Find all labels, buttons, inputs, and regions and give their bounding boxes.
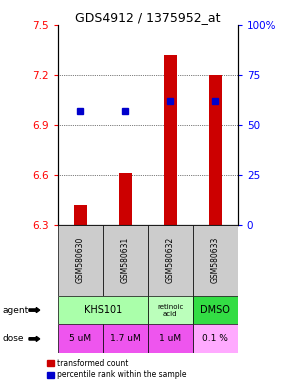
- Bar: [148, 324, 193, 353]
- Bar: [164, 55, 177, 225]
- Bar: [58, 324, 103, 353]
- Text: DMSO: DMSO: [200, 305, 230, 315]
- Bar: [58, 225, 103, 296]
- Text: GSM580632: GSM580632: [166, 237, 175, 283]
- Text: agent: agent: [3, 306, 29, 314]
- Text: 0.1 %: 0.1 %: [202, 334, 228, 343]
- Bar: [209, 75, 222, 225]
- Bar: [193, 296, 238, 324]
- Text: KHS101: KHS101: [84, 305, 122, 315]
- Bar: [58, 296, 148, 324]
- Legend: transformed count, percentile rank within the sample: transformed count, percentile rank withi…: [47, 359, 187, 379]
- Bar: [193, 225, 238, 296]
- Bar: [74, 205, 87, 225]
- Text: GSM580631: GSM580631: [121, 237, 130, 283]
- Bar: [148, 296, 193, 324]
- Bar: [103, 225, 148, 296]
- Text: dose: dose: [3, 334, 24, 343]
- Text: GSM580630: GSM580630: [76, 237, 85, 283]
- Text: 1.7 uM: 1.7 uM: [110, 334, 141, 343]
- Title: GDS4912 / 1375952_at: GDS4912 / 1375952_at: [75, 11, 221, 24]
- Bar: [103, 324, 148, 353]
- Text: 1 uM: 1 uM: [159, 334, 182, 343]
- Bar: [119, 173, 132, 225]
- Bar: [148, 225, 193, 296]
- Text: 5 uM: 5 uM: [69, 334, 92, 343]
- Text: GSM580633: GSM580633: [211, 237, 220, 283]
- Bar: [193, 324, 238, 353]
- Text: retinoic
acid: retinoic acid: [157, 304, 184, 316]
